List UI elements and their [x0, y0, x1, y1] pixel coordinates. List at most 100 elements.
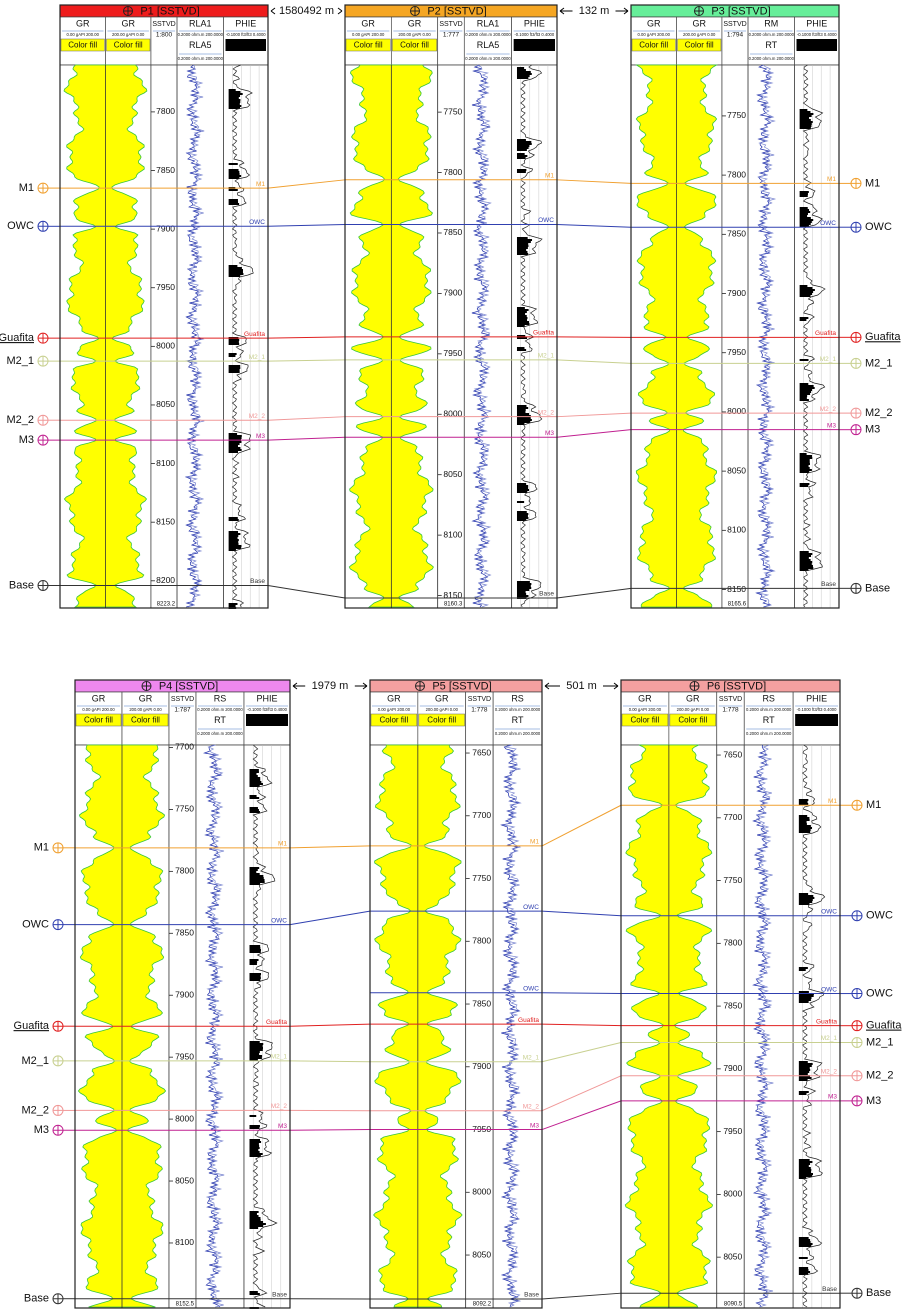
phie-fill	[798, 1169, 812, 1171]
phie-fill	[798, 1173, 814, 1175]
marker-icon-cross	[852, 1020, 862, 1031]
marker-tag: OWC	[538, 217, 554, 224]
phie-fill	[516, 75, 530, 77]
marker-icon-cross	[851, 424, 861, 435]
phie-fill	[799, 559, 811, 561]
phie-fill	[249, 871, 257, 873]
phie-fill	[516, 73, 532, 75]
phie-fill	[228, 273, 244, 275]
marker-tag: M2_1	[523, 1054, 540, 1061]
depth-label: 7750	[472, 873, 491, 883]
phie-fill	[799, 195, 808, 197]
marker-label: Base	[865, 582, 890, 594]
fill-label: Color fill	[427, 716, 456, 725]
phie-fill	[228, 545, 242, 547]
well-frame	[369, 679, 543, 1309]
phie-fill	[249, 1141, 262, 1143]
phie-fill	[799, 119, 811, 121]
depth-label: 7900	[472, 1061, 491, 1071]
phie-fill	[516, 169, 527, 171]
track-scale: 0.2000 ohm.m 200.0000	[465, 32, 511, 37]
fill-legend	[631, 38, 676, 52]
depth-label: 8050	[156, 399, 175, 409]
phie-fill	[228, 171, 240, 173]
well: P4 [SSTVD] GR 0.00 gAPI 200.00 Color fill GR…	[14, 679, 291, 1309]
track-name: SSTVD	[439, 21, 462, 28]
phie-fill	[249, 875, 264, 877]
phie-fill	[516, 317, 528, 319]
track-body	[492, 744, 543, 1309]
phie-fill	[228, 95, 241, 97]
phie-fill	[799, 463, 810, 465]
track-scale: 0.00 gAPI 200.00	[629, 707, 662, 712]
phie-fill	[516, 413, 530, 415]
phie-fill	[249, 807, 258, 809]
phie-fill	[228, 177, 240, 179]
phie-fill	[798, 1273, 809, 1275]
phie-fill	[798, 1257, 808, 1259]
phie-fill	[798, 1245, 812, 1247]
fill-legend	[106, 38, 151, 52]
correlation-line	[556, 179, 632, 184]
depth-label: 8100	[443, 529, 462, 539]
marker-icon-cross	[53, 1021, 63, 1032]
marker-tag: Base	[822, 1286, 837, 1293]
phie-fill	[516, 417, 531, 419]
phie-fill	[799, 123, 812, 125]
marker-label: M2_1	[866, 1036, 894, 1048]
phie-fill	[516, 77, 529, 79]
second-curve-scale: 0.2000 ohm.m 200.0000	[749, 56, 795, 61]
phie-fill	[228, 203, 240, 205]
phie-fill	[228, 543, 239, 545]
phie-fill	[798, 817, 810, 819]
depth-label: 7950	[727, 347, 746, 357]
phie-fill	[516, 589, 530, 591]
depth-label: 7750	[175, 804, 194, 814]
correlation-line	[556, 359, 632, 364]
phie-fill	[516, 67, 525, 69]
second-curve-scale: 0.2000 ohm.m 200.0000	[746, 731, 792, 736]
phie-fill	[798, 999, 811, 1001]
depth-label: 8000	[723, 1189, 742, 1199]
marker-label: M3	[865, 424, 880, 436]
correlation-line	[267, 584, 346, 599]
correlation-line	[267, 224, 346, 227]
phie-fill	[799, 467, 810, 469]
phie-fill	[516, 309, 529, 311]
phie-fill	[228, 435, 242, 437]
track-name: RLA1	[477, 18, 500, 28]
spacing-arrow	[292, 682, 368, 690]
depth-label: 8000	[175, 1113, 194, 1123]
phie-fill	[228, 541, 239, 543]
phie-fill	[249, 777, 261, 779]
second-curve-name: RLA5	[189, 40, 212, 50]
phie-fill	[228, 265, 238, 267]
phie-fill	[516, 315, 527, 317]
phie-fill	[799, 113, 814, 115]
depth-label: 8050	[723, 1251, 742, 1261]
phie-fill	[799, 319, 807, 321]
phie-fill	[799, 395, 808, 397]
track-header	[492, 691, 543, 746]
phie-fill	[799, 295, 811, 297]
phie-fill	[249, 1043, 264, 1045]
phie-fill	[249, 779, 261, 781]
phie-fill	[516, 581, 530, 583]
track-header	[716, 691, 745, 746]
depth-label: 7850	[443, 227, 462, 237]
phie-fill	[249, 1057, 262, 1059]
depth-label: 7800	[723, 938, 742, 948]
phie-fill	[516, 519, 527, 521]
second-curve-name: RT	[763, 715, 775, 725]
phie-fill	[516, 483, 527, 485]
track-name: RS	[762, 693, 775, 703]
well: P1 [SSTVD] GR 0.00 gAPI 200.00 Color fill GR…	[0, 4, 269, 609]
fill-legend	[677, 38, 722, 52]
well-icon-cross	[415, 681, 425, 691]
track-name: SSTVD	[152, 21, 175, 28]
phie-fill	[249, 1147, 260, 1149]
marker-tag: M2_2	[271, 1103, 288, 1110]
phie-fill	[516, 239, 533, 241]
phie-fill	[249, 795, 257, 797]
track-name: PHIE	[256, 693, 277, 703]
